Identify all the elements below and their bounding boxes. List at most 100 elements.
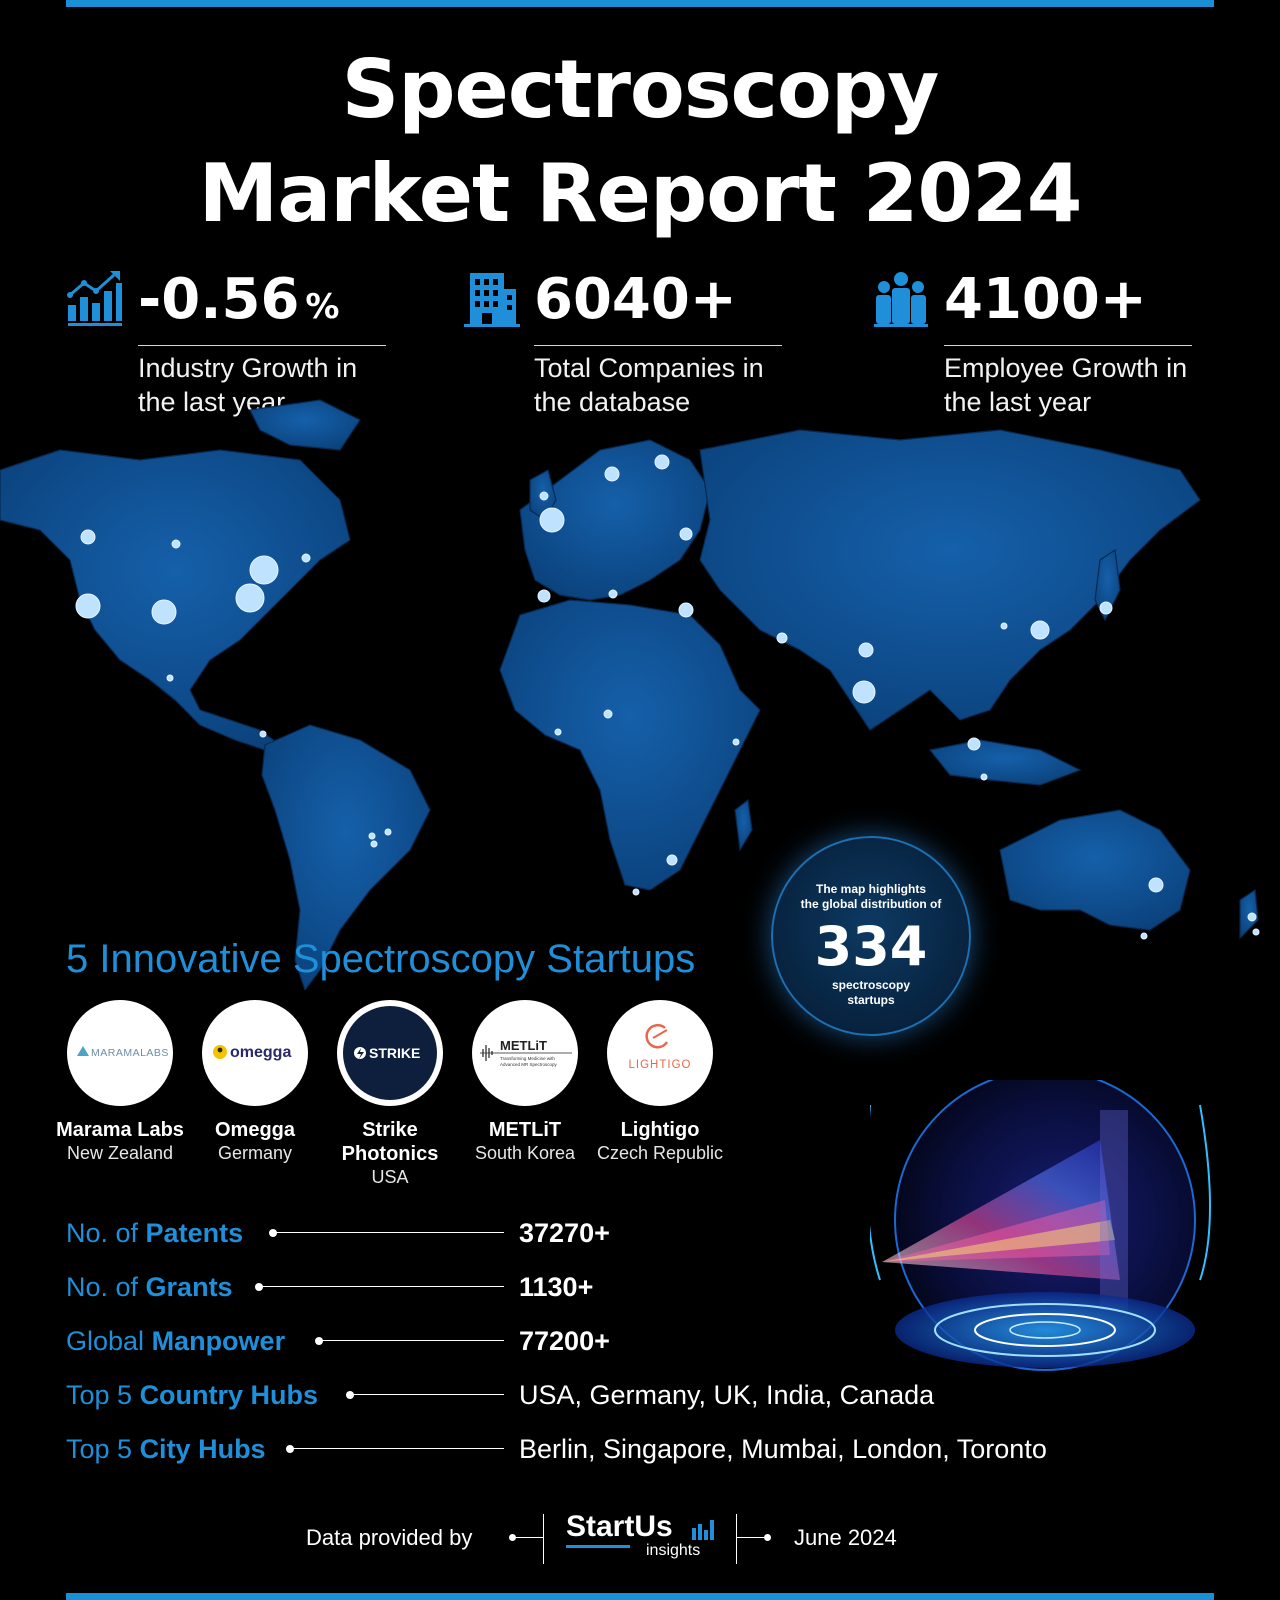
lightigo-logo: LIGHTIGO [607, 1000, 713, 1106]
strike-photonics-logo: STRIKE [337, 1000, 443, 1106]
startup-country: Germany [217, 1143, 293, 1163]
stat-value: -0.56% [138, 267, 340, 332]
asia-shape [699, 429, 1201, 731]
growth-chart-icon [67, 271, 122, 326]
stat-description: Total Companies in the database [534, 353, 764, 417]
metric-label: Global Manpower [66, 1326, 286, 1356]
stat-divider [138, 345, 386, 346]
startup-country: USA [371, 1167, 409, 1187]
badge-caption-top: The map highlights the global distributio… [800, 882, 942, 911]
indonesia-shape [928, 739, 1082, 786]
startup-country: Czech Republic [596, 1143, 724, 1163]
startup-count-badge: The map highlights the global distributio… [771, 836, 971, 1036]
startup-card-strike-photonics: STRIKE Strike Photonics USA [320, 1000, 460, 1188]
startup-name: Omegga [214, 1119, 296, 1141]
svg-text:Advanced MR Spectroscopy: Advanced MR Spectroscopy [500, 1062, 558, 1067]
footer-divider [736, 1514, 737, 1564]
omegga-logo: omegga [202, 1000, 308, 1106]
metric-label: No. of Patents [66, 1218, 244, 1248]
metric-connector-line [351, 1394, 504, 1395]
svg-text:omegga: omegga [230, 1044, 291, 1061]
svg-text:MARAMALABS: MARAMALABS [91, 1047, 169, 1059]
report-date: June 2024 [794, 1525, 897, 1550]
metric-value: 77200+ [519, 1326, 610, 1356]
startup-name: Marama Labs [56, 1119, 184, 1141]
africa-shape [499, 599, 761, 891]
metric-label: Top 5 Country Hubs [66, 1380, 319, 1410]
footer-connector-dot [764, 1534, 771, 1541]
south-america-shape [261, 724, 431, 990]
metric-value: 37270+ [519, 1218, 610, 1248]
footer-divider [543, 1514, 544, 1564]
world-map [0, 399, 1260, 990]
startups-section-title: 5 Innovative Spectroscopy Startups [66, 937, 696, 981]
metric-connector-dot [269, 1229, 277, 1237]
startup-card-metlit: METLiT Transforming Medicine with Advanc… [455, 1000, 595, 1164]
north-america-shape [0, 449, 351, 751]
stat-divider [534, 345, 782, 346]
metric-city-hubs: Top 5 City Hubs Berlin, Singapore, Mumba… [66, 1432, 1166, 1472]
brand-underline [566, 1545, 630, 1548]
startup-country: South Korea [474, 1143, 576, 1163]
metric-connector-dot [286, 1445, 294, 1453]
startup-name: Lightigo [620, 1119, 700, 1141]
europe-shape [519, 439, 711, 601]
badge-caption-bottom: spectroscopy startups [831, 978, 911, 1007]
startup-card-lightigo: LIGHTIGO Lightigo Czech Republic [590, 1000, 730, 1164]
stat-value: 4100+ [944, 267, 1147, 332]
australia-shape [999, 809, 1191, 931]
continents [0, 399, 1259, 990]
marama-labs-logo: MARAMALABS [67, 1000, 173, 1106]
stat-unit: % [305, 287, 340, 327]
metric-connector-line [291, 1448, 504, 1449]
svg-text:STRIKE: STRIKE [369, 1045, 420, 1061]
metric-connector-dot [346, 1391, 354, 1399]
people-icon [874, 272, 928, 327]
metric-grants: No. of Grants 1130+ [66, 1270, 1166, 1310]
top-accent-bar [66, 0, 1214, 7]
startup-country: New Zealand [66, 1143, 174, 1163]
startup-location-dots [75, 454, 1260, 940]
svg-text:METLiT: METLiT [500, 1038, 547, 1053]
spectroscopy-sphere-illustration [870, 1080, 1211, 1371]
page-title: Spectroscopy Market Report 2024 [0, 38, 1280, 246]
metric-connector-line [274, 1232, 504, 1233]
metric-connector-line [320, 1340, 504, 1341]
title-line-2: Market Report 2024 [198, 147, 1083, 240]
bottom-accent-bar [66, 1593, 1214, 1600]
building-icon [464, 273, 520, 327]
stat-divider [944, 345, 1192, 346]
metric-country-hubs: Top 5 Country Hubs USA, Germany, UK, Ind… [66, 1378, 1166, 1418]
startus-brand: StartUs [566, 1510, 673, 1543]
metric-manpower: Global Manpower 77200+ [66, 1324, 1166, 1364]
metlit-logo: METLiT Transforming Medicine with Advanc… [472, 1000, 578, 1106]
madagascar-shape [734, 798, 753, 852]
svg-text:Transforming Medicine with: Transforming Medicine with [500, 1056, 555, 1061]
footer-connector-line [736, 1537, 764, 1538]
metric-connector-dot [255, 1283, 263, 1291]
metric-connector-line [260, 1286, 504, 1287]
metric-value: 1130+ [519, 1272, 594, 1302]
startup-name: Strike Photonics [341, 1119, 439, 1165]
metric-connector-dot [315, 1337, 323, 1345]
startup-card-omegga: omegga Omegga Germany [185, 1000, 325, 1164]
svg-text:LIGHTIGO: LIGHTIGO [629, 1059, 692, 1071]
startup-card-marama-labs: MARAMALABS Marama Labs New Zealand [50, 1000, 190, 1164]
startus-brand-sub: insights [646, 1542, 701, 1559]
metric-label: No. of Grants [66, 1272, 233, 1302]
data-provided-label: Data provided by [306, 1525, 473, 1550]
metric-patents: No. of Patents 37270+ [66, 1216, 1166, 1256]
footer-connector-dot [509, 1534, 516, 1541]
startup-name: METLiT [488, 1119, 562, 1141]
japan-shape [1094, 548, 1121, 622]
badge-count: 334 [814, 915, 928, 978]
stat-description: Employee Growth in the last year [944, 353, 1188, 417]
bar-chart-icon [692, 1520, 714, 1540]
footer: Data provided by StartUs insights June 2… [0, 1510, 1280, 1570]
title-line-1: Spectroscopy [341, 43, 940, 136]
stat-value: 6040+ [534, 267, 737, 332]
metric-value: USA, Germany, UK, India, Canada [519, 1380, 935, 1410]
canadian-islands-shape [249, 399, 361, 451]
footer-connector-line [515, 1537, 543, 1538]
metric-label: Top 5 City Hubs [66, 1434, 266, 1464]
